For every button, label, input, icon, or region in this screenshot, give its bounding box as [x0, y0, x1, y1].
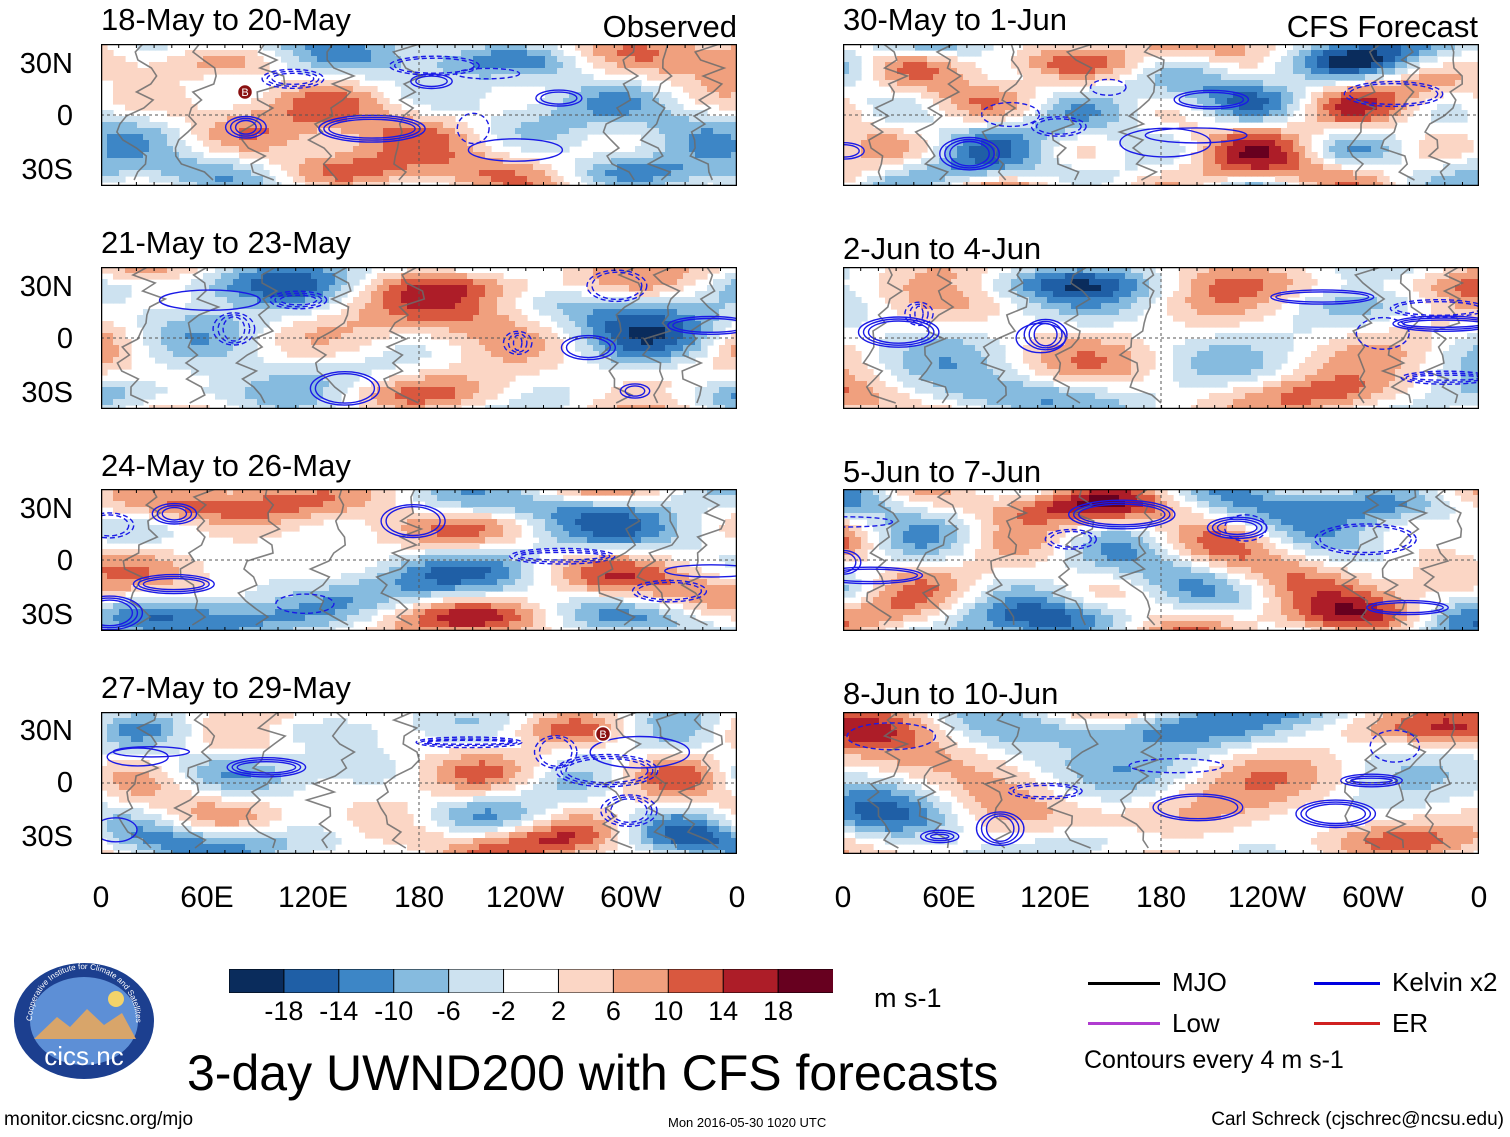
- colorbar-tick-label: -2: [491, 996, 516, 1026]
- lat-label-30s: 30S: [21, 377, 73, 409]
- panel-title-obs-4: 27-May to 29-May: [101, 670, 351, 705]
- legend-low-line: [1088, 1022, 1160, 1025]
- lon-label-120w: 120W: [485, 881, 565, 914]
- footer-url[interactable]: monitor.cicsnc.org/mjo: [4, 1109, 194, 1130]
- lat-label-eq: 0: [56, 100, 73, 132]
- lon-label-360: 0: [1470, 881, 1488, 914]
- colorbar-tick-label: -14: [319, 996, 359, 1026]
- lon-label-0: 0: [92, 881, 110, 914]
- colorbar-swatch: [338, 969, 395, 993]
- footer-timestamp: Mon 2016-05-30 1020 UTC: [668, 1115, 827, 1130]
- colorbar-swatch: [448, 969, 505, 993]
- map-obs-1: [101, 44, 737, 186]
- colorbar-tick-label: -6: [436, 996, 461, 1026]
- lon-label-0: 0: [834, 881, 852, 914]
- lat-label-30n: 30N: [19, 271, 73, 303]
- colorbar-swatch: [777, 969, 833, 993]
- storm-marker-label: B: [241, 87, 248, 99]
- colorbar-swatch: [393, 969, 450, 993]
- lon-label-180: 180: [393, 881, 445, 914]
- colorbar-tick-label: -10: [374, 996, 414, 1026]
- logo-text: cics.nc: [44, 1041, 123, 1071]
- lat-label-30s: 30S: [21, 821, 73, 853]
- lat-label-30n: 30N: [19, 715, 73, 747]
- colorbar-units: m s-1: [874, 983, 942, 1013]
- map-fcst-2: [843, 267, 1479, 409]
- lon-label-60w: 60W: [1342, 881, 1404, 914]
- cics-logo: Cooperative Institute for Climate and Sa…: [14, 962, 154, 1079]
- cfs-forecast-label: CFS Forecast: [1286, 9, 1478, 44]
- panel-title-obs-3: 24-May to 26-May: [101, 448, 351, 483]
- lon-label-60w: 60W: [600, 881, 662, 914]
- lat-label-30n: 30N: [19, 493, 73, 525]
- legend-er-line: [1314, 1022, 1380, 1025]
- colorbar-swatch: [612, 969, 670, 993]
- lat-label-30s: 30S: [21, 599, 73, 631]
- colorbar-swatch: [229, 969, 285, 993]
- colorbar-swatch: [283, 969, 340, 993]
- map-obs-4: [101, 712, 737, 854]
- lon-label-120e: 120E: [1019, 881, 1091, 914]
- lon-label-360: 0: [728, 881, 746, 914]
- colorbar-tick-label: 18: [763, 996, 794, 1026]
- colorbar: [229, 969, 833, 993]
- panel-title-fcst-2: 2-Jun to 4-Jun: [843, 231, 1042, 266]
- colorbar-tick-label: 2: [550, 996, 566, 1026]
- lat-label-eq: 0: [56, 545, 73, 577]
- colorbar-tick-label: 14: [708, 996, 739, 1026]
- panel-title-obs-1: 18-May to 20-May: [101, 2, 351, 37]
- map-fcst-4: [843, 712, 1479, 854]
- lon-label-180: 180: [1135, 881, 1187, 914]
- footer-author: Carl Schreck (cjschrec@ncsu.edu): [1211, 1109, 1504, 1130]
- legend-mjo-line: [1088, 982, 1160, 985]
- colorbar-swatch: [667, 969, 725, 993]
- colorbar-tick-label: 10: [653, 996, 684, 1026]
- observed-label: Observed: [602, 9, 737, 44]
- storm-marker-label: B: [599, 729, 606, 741]
- storm-marker-icon: B: [594, 725, 612, 743]
- map-fcst-3: [843, 489, 1479, 631]
- lat-label-30s: 30S: [21, 154, 73, 186]
- panel-title-fcst-3: 5-Jun to 7-Jun: [843, 454, 1042, 489]
- lat-label-eq: 0: [56, 323, 73, 355]
- lon-label-120w: 120W: [1227, 881, 1307, 914]
- colorbar-swatch: [503, 969, 560, 993]
- lat-label-eq: 0: [56, 767, 73, 799]
- lon-label-60e: 60E: [180, 881, 234, 914]
- colorbar-swatch: [722, 969, 780, 993]
- legend-mjo-label: MJO: [1172, 967, 1227, 997]
- lat-label-30n: 30N: [19, 48, 73, 80]
- colorbar-tick-label: 6: [605, 996, 621, 1026]
- panel-title-fcst-1: 30-May to 1-Jun: [843, 2, 1067, 37]
- contour-note: Contours every 4 m s-1: [1084, 1046, 1344, 1074]
- lon-label-120e: 120E: [277, 881, 349, 914]
- panel-title-fcst-4: 8-Jun to 10-Jun: [843, 676, 1059, 711]
- storm-marker-icon: B: [236, 83, 254, 101]
- legend-kelvin-line: [1314, 982, 1380, 985]
- lon-label-60e: 60E: [922, 881, 976, 914]
- main-title: 3-day UWND200 with CFS forecasts: [187, 1045, 999, 1101]
- legend-low-label: Low: [1172, 1008, 1220, 1038]
- colorbar-swatch: [557, 969, 615, 993]
- panel-title-obs-2: 21-May to 23-May: [101, 225, 351, 260]
- colorbar-tick-label: -18: [264, 996, 304, 1026]
- legend-kelvin-label: Kelvin x2: [1392, 967, 1498, 997]
- map-obs-2: [101, 267, 737, 409]
- map-obs-3: [101, 489, 737, 631]
- legend-er-label: ER: [1392, 1008, 1429, 1038]
- map-fcst-1: [843, 44, 1479, 186]
